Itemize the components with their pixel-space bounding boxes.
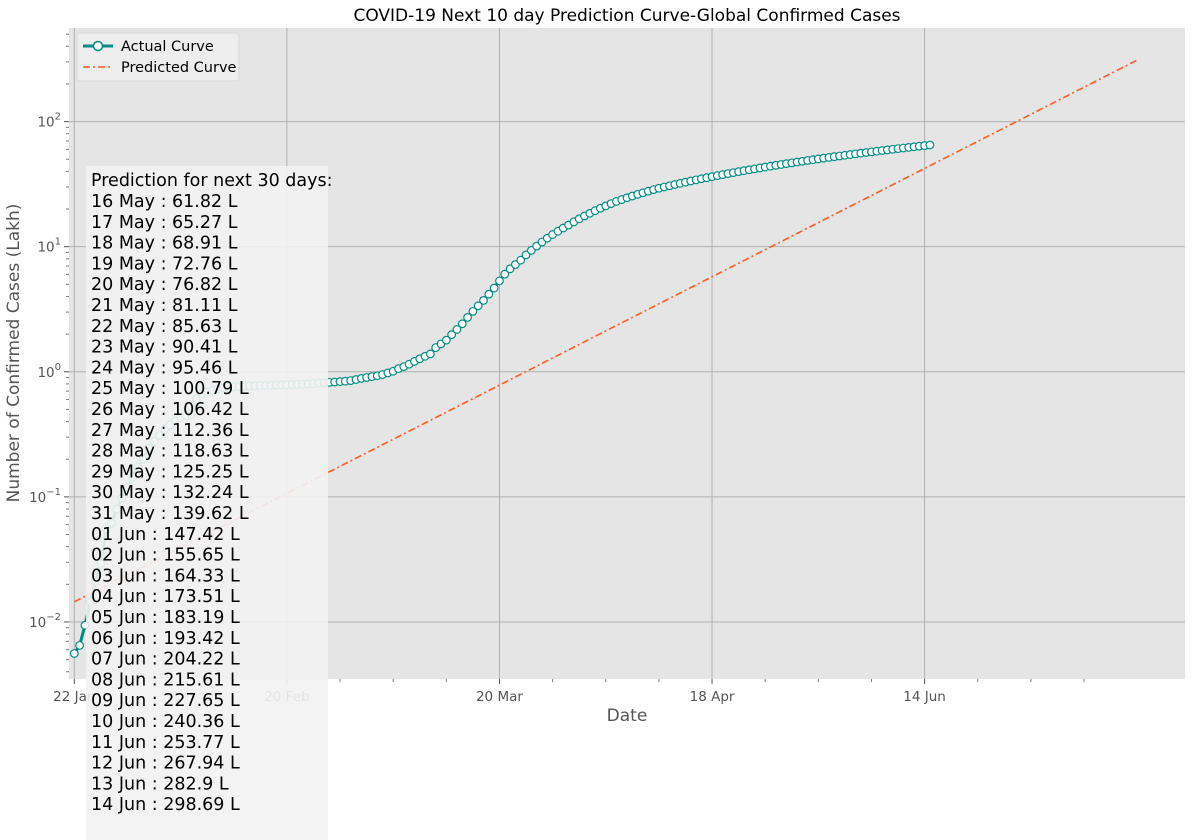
x-tick-label: 22 Jan (53, 689, 95, 705)
actual-data-point (479, 296, 488, 305)
prediction-line: 26 May : 106.42 L (91, 400, 249, 420)
x-axis-label: Date (607, 706, 648, 726)
prediction-line: 13 Jun : 282.9 L (91, 774, 229, 794)
x-tick-label: 18 Apr (690, 689, 735, 705)
y-tick-label: 101 (37, 237, 61, 256)
prediction-line: 04 Jun : 173.51 L (91, 587, 240, 607)
legend-actual-label: Actual Curve (121, 39, 214, 55)
prediction-line: 08 Jun : 215.61 L (91, 670, 240, 690)
prediction-line: 19 May : 72.76 L (91, 254, 238, 274)
actual-data-point (516, 255, 526, 265)
prediction-line: 29 May : 125.25 L (91, 462, 249, 482)
prediction-line: 14 Jun : 298.69 L (91, 795, 240, 815)
y-tick-label: 10−1 (29, 487, 61, 506)
legend-predicted-label: Predicted Curve (121, 60, 237, 76)
prediction-line: 10 Jun : 240.36 L (91, 712, 240, 732)
prediction-line: 06 Jun : 193.42 L (91, 629, 240, 649)
actual-data-point (457, 319, 467, 329)
prediction-line: 21 May : 81.11 L (91, 296, 238, 316)
prediction-line: 22 May : 85.63 L (91, 317, 238, 337)
legend: Actual Curve Predicted Curve (76, 32, 240, 82)
actual-data-point (500, 269, 510, 279)
actual-data-point (75, 640, 85, 650)
actual-data-point (484, 289, 494, 299)
prediction-line: 05 Jun : 183.19 L (91, 608, 240, 628)
prediction-line: 17 May : 65.27 L (91, 213, 238, 233)
actual-data-point (468, 306, 478, 316)
prediction-line: 28 May : 118.63 L (91, 442, 249, 462)
prediction-line: 16 May : 61.82 L (91, 192, 238, 212)
y-axis-label: Number of Confirmed Cases (Lakh) (4, 204, 24, 503)
x-tick-label: 14 Jun (903, 689, 946, 705)
prediction-line: 23 May : 90.41 L (91, 338, 238, 358)
actual-data-point (925, 140, 935, 150)
prediction-header: Prediction for next 30 days: (91, 171, 333, 191)
actual-data-point (489, 283, 499, 293)
prediction-annotation: Prediction for next 30 days: 16 May : 61… (86, 166, 333, 840)
prediction-line: 30 May : 132.24 L (91, 483, 249, 503)
actual-data-point (463, 313, 472, 322)
prediction-box-background (86, 166, 328, 840)
actual-data-point (452, 325, 462, 334)
prediction-line: 03 Jun : 164.33 L (91, 566, 240, 586)
prediction-line: 24 May : 95.46 L (91, 358, 238, 378)
prediction-line: 31 May : 139.62 L (91, 504, 249, 524)
prediction-lines: 16 May : 61.82 L17 May : 65.27 L18 May :… (91, 192, 249, 815)
prediction-line: 27 May : 112.36 L (91, 421, 249, 441)
legend-box (76, 32, 240, 82)
y-tick-label: 10−2 (29, 612, 61, 631)
prediction-line: 01 Jun : 147.42 L (91, 525, 240, 545)
actual-data-point (495, 276, 504, 286)
prediction-line: 18 May : 68.91 L (91, 234, 238, 254)
actual-data-point (425, 349, 435, 359)
actual-data-point (69, 649, 79, 658)
actual-data-point (441, 335, 451, 345)
legend-actual-marker (92, 40, 104, 52)
prediction-line: 11 Jun : 253.77 L (91, 733, 240, 753)
prediction-line: 20 May : 76.82 L (91, 275, 238, 295)
chart-title: COVID-19 Next 10 day Prediction Curve-Gl… (353, 6, 900, 26)
actual-data-point (473, 301, 483, 311)
prediction-line: 12 Jun : 267.94 L (91, 754, 240, 774)
actual-data-point (447, 330, 457, 340)
prediction-line: 02 Jun : 155.65 L (91, 546, 240, 566)
y-tick-label: 100 (37, 362, 61, 381)
prediction-line: 25 May : 100.79 L (91, 379, 249, 399)
y-tick-label: 102 (37, 112, 61, 131)
prediction-line: 09 Jun : 227.65 L (91, 691, 240, 711)
prediction-line: 07 Jun : 204.22 L (91, 650, 240, 670)
x-tick-label: 20 Mar (476, 689, 523, 705)
